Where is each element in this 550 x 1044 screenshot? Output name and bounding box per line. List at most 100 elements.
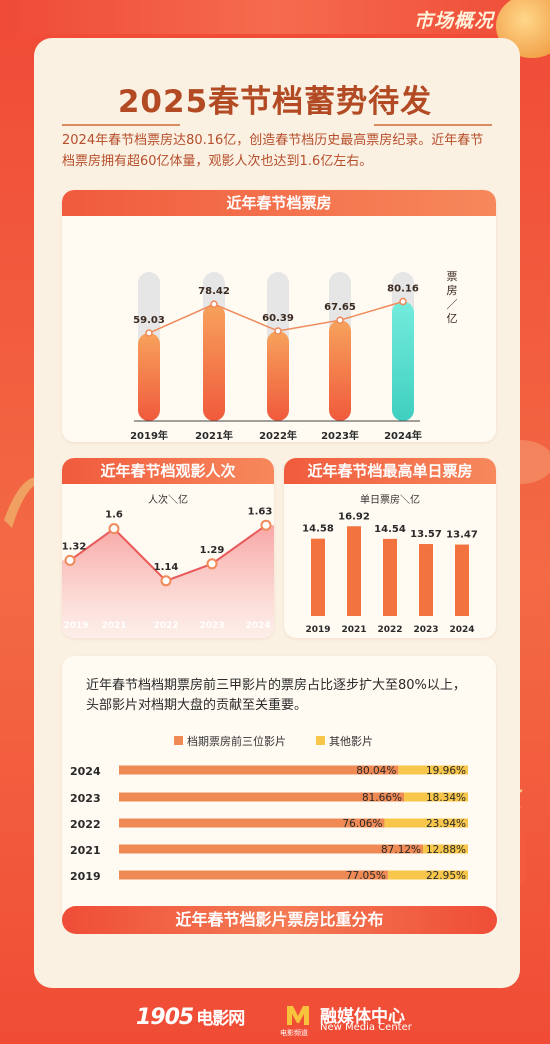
section-tag: 市场概况 [413, 10, 494, 32]
bar-2024 [455, 544, 469, 616]
box-office-chart: 59.03 2019年 78.42 2021年 60.39 2022年 67.65 2023年… [130, 270, 458, 442]
movie-channel-logo-icon [287, 1006, 309, 1025]
tick-label: 2024年 [384, 429, 422, 442]
data-label: 1.32 [62, 541, 86, 552]
tick-label: 2023 [70, 792, 101, 805]
bar-2019年 [138, 333, 160, 421]
logo-1905-cn: 电影网 [196, 1009, 245, 1029]
data-label: 1.63 [248, 506, 273, 517]
data-label-top3: 77.05% [346, 870, 386, 882]
data-label: 80.16 [387, 284, 419, 295]
data-label: 14.54 [374, 524, 406, 535]
tick-label: 2022 [377, 625, 402, 635]
trend-point [399, 297, 407, 306]
admissions-card: 近年春节档观影人次 人次＼亿 1.32 2019 1.6 2021 1.14 2022 1.2… [62, 458, 274, 638]
data-label: 14.58 [302, 524, 334, 535]
bar-2023 [419, 544, 433, 616]
single-day-chart: 单日票房＼亿 14.58 2019 16.92 2021 14.54 2022 13.57 20… [302, 493, 478, 635]
bar-2019 [311, 538, 325, 616]
tick-label: 2021 [341, 625, 366, 635]
data-label-other: 22.95% [426, 870, 466, 882]
data-label: 67.65 [324, 302, 356, 313]
data-label-other: 18.34% [426, 792, 466, 804]
tick-label: 2024 [245, 621, 270, 631]
data-label-other: 12.88% [426, 844, 466, 856]
legend-label-other: 其他影片 [329, 735, 373, 748]
movie-channel-label: 电影频道 [280, 1029, 308, 1037]
tick-label: 2021 [101, 621, 126, 631]
y-axis-label: 单日票房＼亿 [360, 493, 420, 506]
share-description: 近年春节档档期票房前三甲影片的票房占比逐步扩大至80%以上，头部影片对档期大盘的… [86, 678, 466, 713]
tick-label: 2023 [413, 625, 438, 635]
share-card: 档期票房前三位影片 其他影片 2024 80.04% 19.96% 2023 81.66% 1… [62, 656, 496, 922]
data-label: 78.42 [198, 286, 230, 297]
bar-2024年 [392, 301, 414, 421]
bar-top3-2019 [119, 870, 388, 880]
single-day-title: 近年春节档最高单日票房 [284, 458, 496, 484]
legend-label-top3: 档期票房前三位影片 [187, 734, 286, 748]
bar-top3-2022 [119, 818, 385, 828]
data-label: 13.47 [446, 530, 478, 541]
data-label-other: 23.94% [426, 818, 466, 830]
bar-other-2022 [384, 818, 468, 828]
trend-point [210, 300, 218, 308]
data-point [64, 554, 76, 566]
data-label: 16.92 [338, 511, 370, 522]
bar-2021年 [203, 304, 225, 421]
admissions-chart: 人次＼亿 1.32 2019 1.6 2021 1.14 2022 1.29 2023 1.63 2… [62, 493, 274, 638]
bar-top3-2021 [119, 844, 424, 854]
tick-label: 2022 [153, 621, 178, 631]
tick-label: 2021 [70, 844, 101, 857]
tick-label: 2022年 [259, 429, 297, 442]
tick-label: 2023 [199, 621, 224, 631]
bar-top3-2024 [119, 765, 399, 775]
logo-1905: 1905 电影网 [136, 1004, 245, 1030]
legend-swatch-top3 [174, 736, 183, 745]
trend-point [145, 329, 153, 337]
y-axis-label: 人次＼亿 [148, 493, 188, 506]
data-label-top3: 87.12% [381, 844, 421, 856]
bar-top3-2023 [119, 792, 404, 802]
intro-paragraph: 2024年春节档票房达80.16亿，创造春节档历史最高票房纪录。近年春节档票房拥… [62, 133, 484, 169]
tick-label: 2019年 [130, 429, 168, 442]
admissions-title: 近年春节档观影人次 [62, 458, 274, 484]
tick-label: 2021年 [195, 429, 233, 442]
trend-point [336, 316, 344, 324]
bar-other-2024 [398, 765, 468, 775]
logo-1905-digits: 1905 [136, 1005, 194, 1030]
title-divider-right [374, 124, 492, 126]
data-label: 1.6 [105, 510, 123, 521]
title-divider-left [62, 124, 180, 126]
box-office-card: 近年春节档票房 59.03 2019年 78.42 2021年 60.39 2022年 67… [62, 190, 496, 442]
data-point [260, 519, 272, 531]
single-day-card: 近年春节档最高单日票房 单日票房＼亿 14.58 2019 16.92 2021 14.5… [284, 458, 496, 638]
data-label: 1.14 [154, 562, 179, 573]
data-point [206, 558, 218, 570]
bar-2021 [347, 526, 361, 616]
data-label-other: 19.96% [426, 765, 466, 777]
data-label: 13.57 [410, 529, 442, 540]
tick-label: 2019 [70, 870, 101, 883]
tick-label: 2019 [63, 621, 88, 631]
tick-label: 2024 [70, 765, 101, 778]
share-chart: 档期票房前三位影片 其他影片 2024 80.04% 19.96% 2023 81.66% 1… [70, 734, 468, 883]
tick-label: 2023年 [321, 429, 359, 442]
bar-other-2023 [403, 792, 468, 802]
data-point [108, 523, 120, 535]
data-label-top3: 81.66% [362, 792, 402, 804]
tick-label: 2019 [305, 625, 330, 635]
media-center-cn: 融媒体中心 [320, 1007, 405, 1027]
data-point [160, 575, 172, 587]
bar-2023年 [329, 320, 351, 421]
tick-label: 2024 [449, 625, 474, 635]
bar-other-2019 [387, 870, 468, 880]
box-office-title: 近年春节档票房 [62, 190, 496, 216]
legend-swatch-other [316, 736, 325, 745]
page-title: 2025春节档蓄势待发 [117, 84, 433, 120]
trend-point [274, 327, 282, 335]
media-center-en: New Media Center [320, 1022, 412, 1033]
y-axis-label: 票房／亿 [447, 270, 458, 325]
footer: 1905 电影网 电影频道 融媒体中心 New Media Center [0, 1000, 550, 1040]
data-label: 59.03 [133, 315, 165, 326]
bar-2022年 [267, 331, 289, 421]
